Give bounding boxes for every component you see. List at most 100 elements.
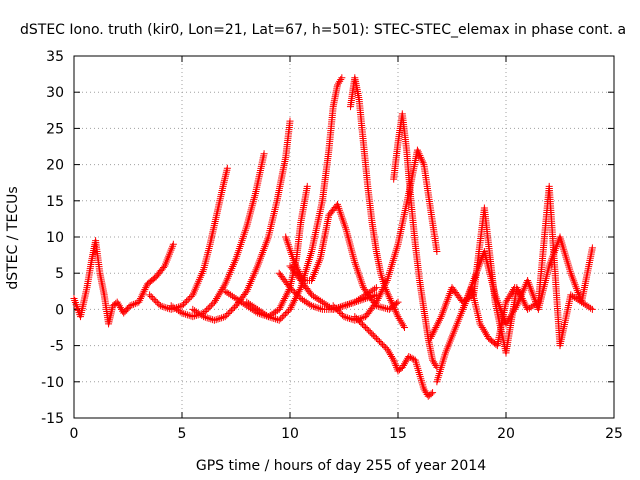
data-point-s5: [290, 298, 298, 306]
data-point-s0: [131, 300, 139, 308]
data-point-s14: [511, 305, 519, 313]
data-point-s12: [355, 317, 363, 325]
data-point-s2: [171, 304, 179, 312]
data-point-s8: [297, 273, 305, 281]
data-point-s13: [430, 327, 438, 335]
data-point-s3: [214, 315, 222, 323]
data-point-s6: [308, 302, 316, 310]
data-point-s2: [216, 289, 224, 297]
data-point-s4: [282, 293, 289, 301]
x-axis-label: GPS time / hours of day 255 of year 2014: [196, 458, 486, 474]
data-point-s5: [337, 76, 345, 84]
data-point-s10: [372, 298, 380, 306]
y-tick-label: 30: [46, 85, 64, 101]
data-point-s10: [418, 157, 426, 165]
data-point-s5: [296, 285, 304, 293]
data-point-s0: [142, 284, 150, 292]
data-point-s12: [372, 334, 380, 342]
data-point-s10: [344, 314, 352, 322]
data-point-s0: [138, 291, 146, 299]
data-point-s3: [286, 117, 294, 125]
data-point-s13: [433, 322, 441, 330]
data-point-s6: [286, 284, 294, 292]
data-point-s4: [303, 182, 311, 190]
data-point-s4: [281, 295, 289, 303]
data-point-s0: [126, 302, 134, 310]
data-point-s2: [206, 303, 214, 311]
data-point-s0: [139, 289, 147, 297]
data-point-s9: [390, 304, 398, 312]
data-point-s9: [386, 295, 394, 303]
data-point-s8: [296, 269, 304, 277]
data-point-s2: [218, 285, 226, 293]
data-point-s2: [183, 311, 191, 319]
data-point-s1: [223, 164, 231, 172]
data-point-s3: [226, 308, 234, 316]
data-point-s1: [153, 299, 161, 307]
data-point-s0: [137, 293, 145, 301]
data-point-s2: [220, 282, 228, 290]
axis-ticks: 0 5 10 15 20 25 -15 -10 -5 0 5 10 15 20 25 30 35: [41, 49, 623, 442]
data-point-s13: [587, 304, 595, 312]
data-point-s1: [178, 302, 186, 310]
data-point-s5: [266, 313, 274, 321]
data-point-s10: [413, 146, 421, 154]
data-point-s1: [147, 292, 155, 300]
data-point-s4: [282, 291, 290, 299]
y-tick-label: 35: [46, 49, 64, 65]
data-point-s12: [359, 320, 367, 328]
data-point-s12: [386, 351, 394, 359]
data-point-s12: [388, 352, 396, 360]
data-point-s10: [378, 287, 386, 295]
data-point-s15: [476, 320, 484, 328]
data-point-s12: [400, 360, 408, 368]
data-point-s2: [215, 291, 223, 299]
data-point-s12: [362, 324, 370, 331]
data-point-s7: [317, 297, 325, 305]
data-point-s7: [311, 293, 319, 301]
data-point-s6: [317, 305, 325, 313]
data-point-s9: [398, 320, 406, 328]
data-points: [70, 74, 596, 400]
data-point-s12: [369, 331, 377, 339]
data-point-s13: [435, 316, 443, 324]
data-point-s1: [162, 304, 170, 312]
data-point-s12: [379, 341, 387, 349]
data-point-s5: [259, 309, 267, 317]
data-point-s9: [399, 322, 407, 330]
data-point-s0: [159, 264, 167, 272]
data-point-s12: [352, 314, 360, 322]
data-point-s14: [506, 313, 514, 321]
data-point-s5: [254, 305, 262, 313]
data-point-s4: [236, 297, 244, 305]
data-point-s14: [503, 318, 511, 326]
data-point-s12: [384, 347, 392, 355]
data-point-s12: [406, 353, 414, 361]
data-point-s3: [242, 289, 250, 297]
data-point-s12: [427, 390, 435, 398]
data-point-s5: [288, 302, 296, 310]
data-point-s5: [248, 302, 256, 310]
data-point-s15: [508, 287, 516, 295]
data-point-s2: [219, 284, 227, 292]
data-point-s0: [135, 298, 143, 306]
x-tick-label: 10: [281, 426, 299, 442]
data-point-s4: [272, 308, 280, 316]
data-point-s3: [210, 316, 218, 324]
data-point-s4: [223, 289, 231, 297]
data-point-s7: [347, 299, 355, 307]
data-point-s3: [194, 309, 202, 317]
y-tick-label: -10: [41, 375, 64, 391]
data-point-s12: [383, 345, 391, 353]
data-point-s8: [293, 264, 301, 272]
data-point-s5: [263, 311, 271, 319]
data-point-s10: [415, 150, 423, 158]
data-point-s3: [216, 314, 224, 322]
data-point-s13: [583, 302, 591, 310]
data-point-s7: [351, 298, 359, 306]
data-point-s10: [331, 303, 339, 311]
data-point-s2: [189, 313, 197, 321]
data-point-s13: [522, 302, 530, 310]
data-point-s5: [264, 313, 272, 321]
data-point-s9: [395, 314, 403, 322]
